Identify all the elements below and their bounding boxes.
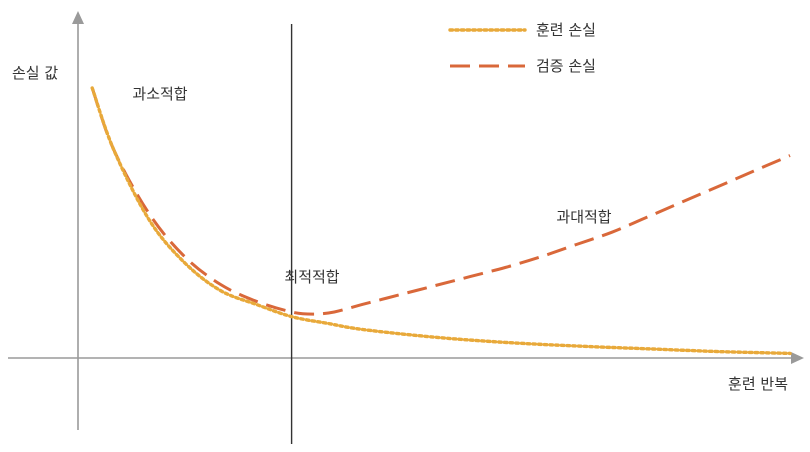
underfitting-annotation: 과소적합 [132, 85, 187, 103]
overfitting-annotation: 과대적합 [556, 208, 611, 226]
y-axis-arrow-icon [72, 11, 84, 24]
legend-train-loss-label: 훈련 손실 [536, 21, 596, 39]
y-axis-label: 손실 값 [12, 64, 58, 82]
validation-loss-line [90, 87, 791, 316]
x-axis-arrow-icon [791, 352, 804, 364]
train-loss-line [90, 86, 792, 356]
legend-validation-loss-label: 검증 손실 [536, 57, 596, 75]
optimal-fit-annotation: 최적적합 [284, 268, 339, 286]
x-axis-label: 훈련 반복 [728, 375, 788, 393]
